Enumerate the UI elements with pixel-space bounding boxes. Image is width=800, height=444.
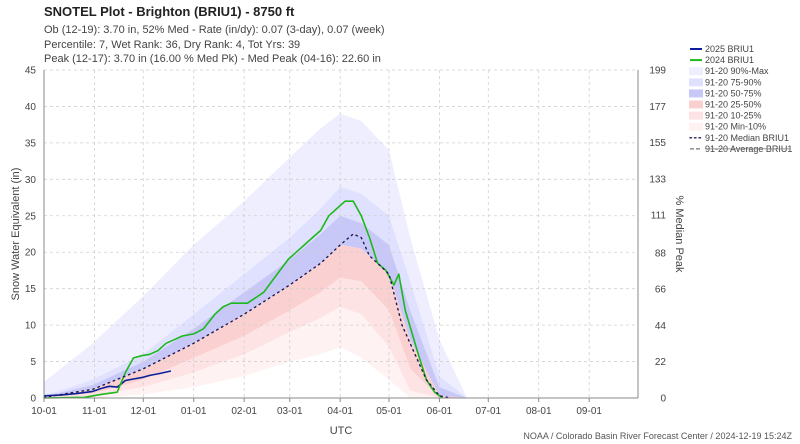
band-0 bbox=[44, 113, 468, 398]
series-1 bbox=[43, 200, 444, 399]
x-tick-label-9: 07-01 bbox=[475, 406, 501, 417]
y-tick-label-9: 45 bbox=[25, 66, 37, 77]
chart-title: SNOTEL Plot - Brighton (BRIU1) - 8750 ft bbox=[44, 4, 295, 19]
legend-label-5: 91-20 25-50% bbox=[705, 100, 762, 110]
x-tick-label-4: 02-01 bbox=[231, 406, 257, 417]
y-tick-label-2: 10 bbox=[25, 321, 37, 332]
y-tick-label-6: 30 bbox=[25, 175, 37, 186]
legend-swatch-7 bbox=[689, 122, 703, 131]
legend-label-3: 91-20 75-90% bbox=[705, 77, 762, 87]
legend-label-6: 91-20 10-25% bbox=[705, 111, 762, 121]
y2-tick-label-1: 22 bbox=[655, 357, 667, 368]
percentile-summary: Percentile: 7, Wet Rank: 36, Dry Rank: 4… bbox=[44, 38, 301, 51]
x-tick-label-7: 05-01 bbox=[376, 406, 402, 417]
legend-label-4: 91-20 50-75% bbox=[705, 88, 762, 98]
band-4 bbox=[44, 277, 468, 398]
peak-summary: Peak (12-17): 3.70 in (16.00 % Med Pk) -… bbox=[44, 53, 381, 65]
y2-tick-label-4: 88 bbox=[655, 248, 667, 259]
x-tick-label-8: 06-01 bbox=[427, 406, 453, 417]
footer-credit: NOAA / Colorado Basin River Forecast Cen… bbox=[523, 431, 792, 441]
x-tick-label-11: 09-01 bbox=[576, 406, 602, 417]
y2-tick-label-2: 44 bbox=[655, 321, 667, 332]
legend-label-7: 91-20 Min-10% bbox=[705, 122, 766, 132]
y2-tick-label-9: 199 bbox=[649, 66, 666, 77]
y-tick-label-1: 5 bbox=[30, 357, 36, 368]
series-0 bbox=[43, 370, 172, 397]
band-5 bbox=[44, 306, 468, 398]
y-tick-label-4: 20 bbox=[25, 248, 37, 259]
legend-swatch-6 bbox=[689, 111, 703, 120]
obs-summary: Ob (12-19): 3.70 in, 52% Med - Rate (in/… bbox=[44, 24, 385, 36]
x-tick-label-1: 11-01 bbox=[82, 406, 107, 417]
legend-swatch-4 bbox=[689, 89, 703, 98]
y2-tick-label-6: 133 bbox=[649, 174, 666, 185]
axes: 0 5 10 15 20 25 30 35 40 45 0 22 44 66 88 111 133 155 177 1… bbox=[25, 66, 667, 418]
x-tick-label-0: 10-01 bbox=[31, 406, 57, 417]
x-tick-label-2: 12-01 bbox=[130, 406, 156, 417]
y-tick-label-5: 25 bbox=[25, 211, 37, 222]
series-lines bbox=[43, 200, 452, 399]
y2-axis-label: % Median Peak bbox=[673, 195, 685, 273]
y-tick-label-0: 0 bbox=[30, 394, 36, 405]
legend-label-1: 2024 BRIU1 bbox=[705, 55, 754, 65]
y2-tick-label-7: 155 bbox=[649, 138, 666, 149]
x-tick-label-10: 08-01 bbox=[526, 406, 552, 417]
band-3 bbox=[44, 244, 468, 398]
y-tick-label-3: 15 bbox=[25, 284, 37, 295]
y2-tick-label-3: 66 bbox=[655, 285, 667, 296]
y-tick-label-8: 40 bbox=[25, 102, 37, 113]
legend-swatch-2 bbox=[689, 67, 703, 76]
x-tick-label-6: 04-01 bbox=[327, 406, 353, 417]
percentile-bands bbox=[44, 113, 468, 398]
legend-swatch-5 bbox=[689, 100, 703, 109]
series-2 bbox=[43, 233, 452, 399]
grid-lines bbox=[44, 69, 638, 398]
y-tick-label-7: 35 bbox=[25, 138, 37, 149]
legend-label-2: 91-20 90%-Max bbox=[705, 66, 769, 76]
y2-tick-label-0: 0 bbox=[660, 394, 666, 405]
y2-tick-label-8: 177 bbox=[649, 102, 666, 113]
legend-swatch-3 bbox=[689, 78, 703, 87]
legend-label-0: 2025 BRIU1 bbox=[705, 44, 754, 54]
y2-tick-label-5: 111 bbox=[651, 211, 667, 222]
x-axis-label: UTC bbox=[330, 425, 353, 437]
title-block: SNOTEL Plot - Brighton (BRIU1) - 8750 ft… bbox=[44, 4, 385, 67]
y-axis-label: Snow Water Equivalent (in) bbox=[10, 168, 22, 301]
x-tick-label-3: 01-01 bbox=[181, 406, 207, 417]
legend-label-8: 91-20 Median BRIU1 bbox=[705, 133, 789, 143]
x-tick-label-5: 03-01 bbox=[277, 406, 303, 417]
